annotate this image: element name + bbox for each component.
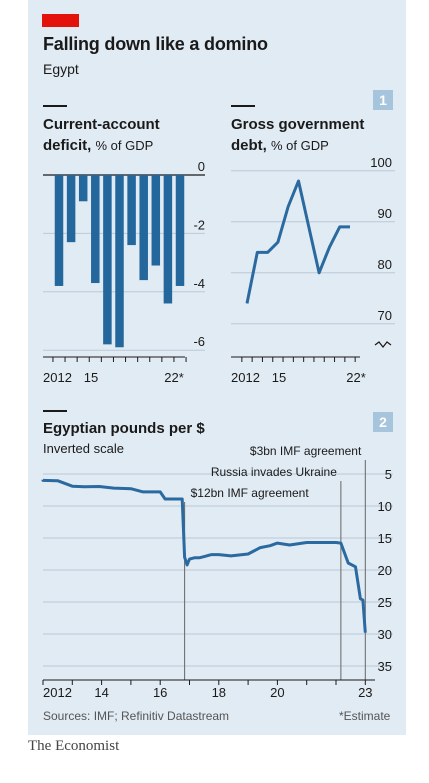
bar <box>175 175 185 286</box>
y-tick-label: 90 <box>378 206 392 221</box>
gross-debt-title-line2: debt, % of GDP <box>231 135 364 156</box>
y-tick-label: 80 <box>378 257 392 272</box>
bar <box>78 175 88 202</box>
x-tick-label: 2012 <box>43 370 72 385</box>
y-tick-label: 15 <box>378 531 392 546</box>
current-account-title: Current-account deficit, % of GDP <box>43 114 160 156</box>
y-tick-label: 25 <box>378 595 392 610</box>
x-tick-label: 2012 <box>231 370 260 385</box>
right-chart-rule <box>231 105 255 107</box>
y-tick-label: -2 <box>193 217 205 232</box>
y-tick-label: 10 <box>378 499 392 514</box>
fx-series-line <box>41 478 367 633</box>
fx-note: Inverted scale <box>43 441 124 456</box>
economist-brand: The Economist <box>28 738 120 754</box>
y-tick-label: 100 <box>370 155 392 170</box>
current-account-title-line2: deficit, % of GDP <box>43 135 160 156</box>
y-tick-label: -6 <box>193 334 205 349</box>
bar <box>139 175 148 281</box>
axis-break-icon <box>374 341 392 348</box>
chart-title: Falling down like a domino <box>43 34 268 54</box>
bar <box>103 175 112 345</box>
x-tick-label: 14 <box>94 685 108 700</box>
x-tick-label: 18 <box>212 685 226 700</box>
bar <box>54 175 64 286</box>
bar <box>163 175 173 304</box>
x-tick-label: 23 <box>358 685 372 700</box>
fx-title: Egyptian pounds per $ <box>43 420 205 437</box>
gross-debt-title: Gross government debt, % of GDP <box>231 114 364 156</box>
sources-note: Sources: IMF; Refinitiv Datastream <box>43 709 230 723</box>
gross-debt-title-bold: debt, <box>231 137 267 154</box>
bar <box>66 175 76 243</box>
y-tick-label: 70 <box>378 308 392 323</box>
y-tick-label: 0 <box>198 159 205 174</box>
estimate-note: *Estimate <box>339 709 391 723</box>
x-tick-label: 15 <box>84 370 98 385</box>
bar <box>151 175 161 266</box>
x-tick-label: 22* <box>164 370 184 385</box>
x-tick-label: 20 <box>270 685 284 700</box>
gross-debt-unit: % of GDP <box>271 138 329 153</box>
x-tick-label: 22* <box>346 370 366 385</box>
bar <box>115 175 124 348</box>
y-tick-label: 30 <box>378 627 392 642</box>
y-tick-label: 35 <box>378 659 392 674</box>
gross-debt-title-line1: Gross government <box>231 116 365 133</box>
annotation-label: $3bn IMF agreement <box>250 444 362 458</box>
y-tick-label: -4 <box>193 276 205 291</box>
bar <box>127 175 136 246</box>
current-account-unit: % of GDP <box>95 138 154 153</box>
current-account-title-line1: Current-account <box>43 116 160 133</box>
debt-series-line <box>245 179 350 304</box>
panel-2-badge: 2 <box>373 412 393 432</box>
x-tick-label: 2012 <box>43 685 72 700</box>
x-tick-label: 16 <box>153 685 167 700</box>
y-tick-label: 5 <box>385 467 392 482</box>
annotation-label: $12bn IMF agreement <box>191 486 310 500</box>
chart-panel <box>28 0 406 735</box>
red-tag-logo <box>42 14 79 27</box>
annotation-label: Russia invades Ukraine <box>211 465 337 479</box>
current-account-title-bold: deficit, <box>43 137 92 154</box>
y-tick-label: 20 <box>378 563 392 578</box>
fx-chart-rule <box>43 410 67 412</box>
bar <box>91 175 100 284</box>
x-tick-label: 15 <box>272 370 286 385</box>
panel-1-badge: 1 <box>373 90 393 110</box>
left-chart-rule <box>43 105 67 107</box>
chart-subtitle: Egypt <box>43 61 79 77</box>
